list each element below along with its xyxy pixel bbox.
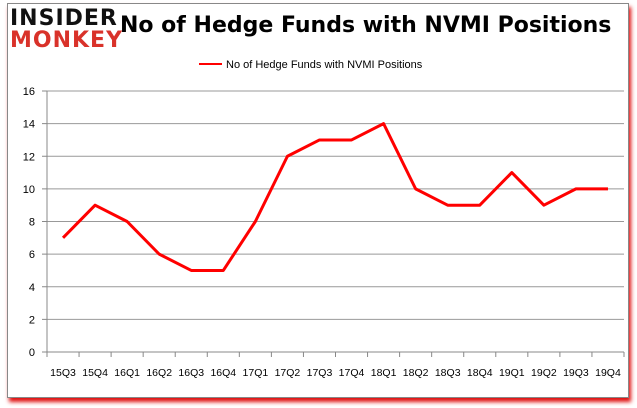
- x-tick-label: 19Q2: [531, 367, 557, 379]
- x-tick-label: 18Q4: [467, 367, 493, 379]
- logo-line2: MONKEY: [10, 28, 124, 53]
- x-tick-label: 18Q2: [403, 367, 429, 379]
- y-tick-label: 16: [23, 86, 35, 98]
- x-tick-label: 19Q1: [499, 367, 525, 379]
- logo-line1: INSIDER: [10, 6, 118, 31]
- x-tick-label: 18Q3: [435, 367, 461, 379]
- x-tick-label: 18Q1: [371, 367, 397, 379]
- x-tick-label: 16Q2: [146, 367, 172, 379]
- y-tick-label: 6: [29, 249, 35, 261]
- chart-title: No of Hedge Funds with NVMI Positions: [120, 13, 612, 38]
- x-tick-label: 15Q3: [50, 367, 76, 379]
- x-tick-label: 16Q4: [210, 367, 236, 379]
- x-tick-label: 17Q3: [307, 367, 333, 379]
- x-tick-label: 17Q1: [243, 367, 269, 379]
- x-tick-label: 19Q4: [595, 367, 621, 379]
- legend-label: No of Hedge Funds with NVMI Positions: [226, 59, 423, 71]
- y-tick-label: 4: [29, 282, 35, 294]
- x-tick-label: 15Q4: [82, 367, 108, 379]
- y-tick-label: 8: [29, 217, 35, 229]
- chart-frame: [7, 3, 629, 398]
- x-tick-label: 16Q1: [114, 367, 140, 379]
- insider-monkey-logo: INSIDER MONKEY: [10, 8, 123, 52]
- x-tick-label: 17Q2: [275, 367, 301, 379]
- y-tick-label: 10: [23, 184, 35, 196]
- x-tick-label: 19Q3: [563, 367, 589, 379]
- series-line: [61, 122, 608, 272]
- y-tick-label: 0: [29, 347, 35, 359]
- y-tick-label: 12: [23, 151, 35, 163]
- x-tick-label: 17Q4: [339, 367, 365, 379]
- y-tick-label: 14: [23, 119, 35, 131]
- y-tick-label: 2: [29, 314, 35, 326]
- x-tick-label: 16Q3: [178, 367, 204, 379]
